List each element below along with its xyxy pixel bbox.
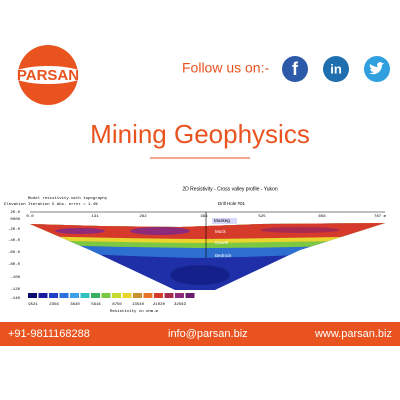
layer-label: Bedrock: [215, 253, 232, 258]
x-tick-label: 656: [318, 215, 326, 219]
legend-swatch: [143, 293, 153, 298]
drill-label: Drill Hole #01: [218, 201, 246, 206]
y-tick-label: -120: [10, 288, 20, 292]
legend-swatch: [70, 293, 79, 298]
resistivity-figure: 2D Resistivity - Cross valley profile - …: [4, 186, 387, 314]
legend-swatch: [133, 293, 142, 298]
y-tick-label: 0000: [10, 218, 20, 222]
linkedin-circle: [323, 56, 349, 82]
x-tick-label: 131: [91, 215, 99, 219]
y-tick-label: -60.0: [8, 251, 21, 255]
section: [30, 223, 385, 290]
twitter-icon[interactable]: [364, 56, 390, 82]
legend-swatch: [59, 293, 69, 298]
linkedin-icon[interactable]: in: [323, 56, 349, 82]
legend-title: Resistivity in ohm.m: [110, 309, 159, 314]
legend-swatch: [38, 293, 48, 298]
x-tick-label: 262: [139, 215, 147, 219]
y-tick-label: -20.0: [8, 228, 21, 232]
follow-text: Follow us on:-: [182, 60, 269, 76]
legend-swatch: [91, 293, 100, 298]
label-box: [212, 218, 237, 224]
legend-swatch: [164, 293, 174, 298]
legend-swatch: [175, 293, 184, 298]
legend-value: 5616: [91, 303, 101, 307]
layer-label: Muck: [215, 229, 227, 234]
footer-website[interactable]: www.parsan.biz: [314, 328, 392, 340]
footer-phone: +91-9811168288: [8, 328, 90, 340]
logo-text: PARSAN: [17, 67, 79, 84]
legend-value: 32563: [174, 303, 187, 307]
legend-swatch: [49, 293, 58, 298]
legend-swatch: [101, 293, 111, 298]
layer-label: Gravel: [215, 240, 228, 245]
facebook-glyph: f: [292, 59, 299, 79]
figure-title: 2D Resistivity - Cross valley profile - …: [182, 186, 277, 192]
x-tick-label: 525: [258, 215, 266, 219]
legend-swatch: [154, 293, 163, 298]
legend-swatch: [185, 293, 195, 298]
x-tick-label: 394: [200, 215, 208, 219]
legend-swatch: [28, 293, 37, 298]
twitter-glyph: [369, 62, 384, 75]
legend-swatch: [80, 293, 90, 298]
facebook-icon[interactable]: f: [282, 56, 308, 82]
legend-value: 3640: [70, 303, 80, 307]
facebook-circle: [282, 56, 308, 82]
figure-caption: Model resistivity with topography: [28, 196, 108, 201]
y-tick-label: -40.0: [8, 239, 21, 243]
x-tick-label: 0.0: [26, 215, 34, 219]
legend-swatch: [112, 293, 121, 298]
legend-value: 13540: [132, 303, 145, 307]
legend-value: 2356: [49, 303, 59, 307]
y-tick-label: -100: [10, 276, 20, 280]
legend-value: 21020: [153, 303, 166, 307]
legend-value: 8750: [112, 303, 122, 307]
footer-bar: [0, 322, 400, 346]
y-tick-label: 20.0: [10, 211, 20, 215]
figure-caption: Elevation Iteration 5 Abs. error = 1.4%: [4, 202, 98, 207]
layer-label: Muskeg: [214, 218, 230, 223]
legend-value: 9521: [28, 303, 38, 307]
logo-band: [12, 66, 84, 84]
legend-swatch: [122, 293, 132, 298]
logo[interactable]: PARSAN: [12, 45, 84, 105]
linkedin-glyph: in: [330, 61, 342, 76]
y-tick-label: -80.0: [8, 263, 21, 267]
x-tick-label: 787 m: [374, 215, 387, 219]
footer-email: info@parsan.biz: [168, 328, 248, 340]
y-tick-label: -140: [10, 297, 20, 301]
main-title: Mining Geophysics: [90, 119, 310, 149]
